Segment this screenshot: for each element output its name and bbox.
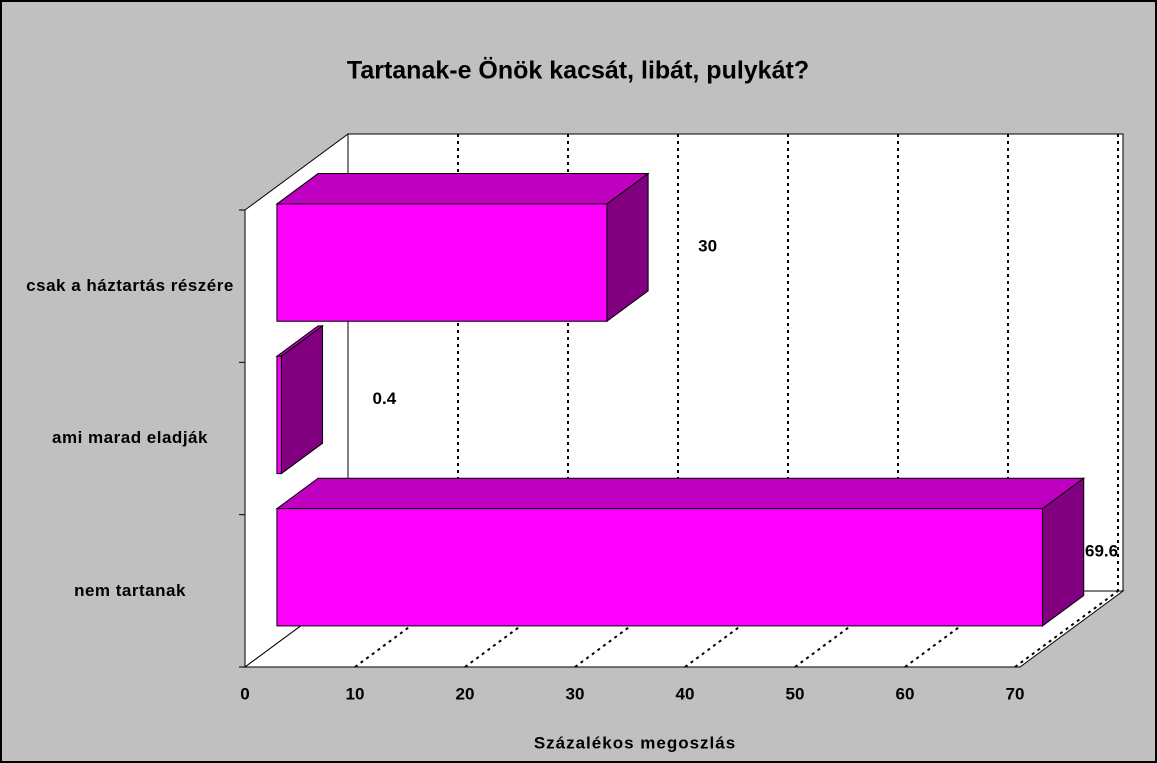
y-tick-label: ami marad eladják <box>52 428 208 448</box>
x-tick-label: 70 <box>1006 684 1025 703</box>
y-tick-label: csak a háztartás részére <box>26 276 234 296</box>
x-tick-label: 60 <box>896 684 915 703</box>
x-tick-label: 0 <box>240 684 249 703</box>
chart-title: Tartanak-e Önök kacsát, libát, pulykát? <box>347 56 809 85</box>
data-label: 69.6 <box>1085 541 1118 560</box>
bar <box>275 172 650 323</box>
bar <box>275 324 325 475</box>
bar <box>275 477 1086 627</box>
bar-front <box>276 203 608 322</box>
x-tick-label: 10 <box>346 684 365 703</box>
x-axis-label: Százalékos megoszlás <box>534 733 736 752</box>
bar-front <box>276 508 1044 627</box>
bar-top <box>275 477 1086 510</box>
x-tick-label: 30 <box>566 684 585 703</box>
bar-top <box>275 173 650 205</box>
bar-front <box>276 355 282 475</box>
y-tick-label-text: ami marad eladják <box>52 428 208 448</box>
grid-line <box>1014 590 1119 668</box>
y-tick-label-text: csak a háztartás részére <box>26 276 234 296</box>
y-tick-label-text: nem tartanak <box>74 580 186 600</box>
y-tick-label: nem tartanak <box>74 580 186 600</box>
x-tick-label: 40 <box>676 684 695 703</box>
x-tick-label: 20 <box>456 684 475 703</box>
data-label: 0.4 <box>373 389 397 408</box>
data-label: 30 <box>698 237 717 256</box>
x-tick-label: 50 <box>786 684 805 703</box>
